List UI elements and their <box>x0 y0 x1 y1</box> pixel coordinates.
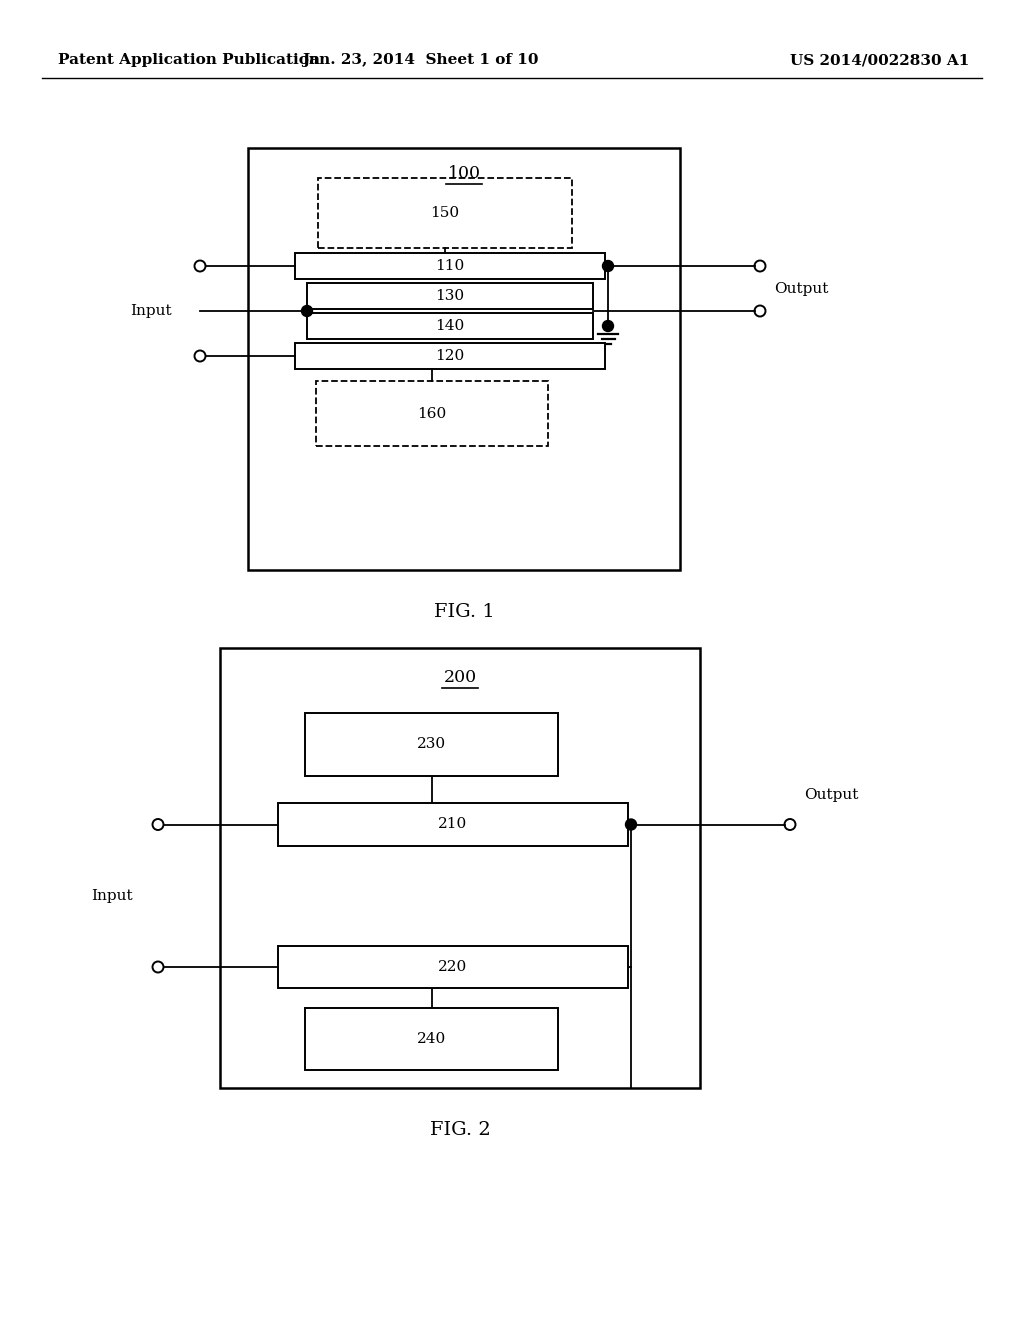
Text: FIG. 1: FIG. 1 <box>433 603 495 620</box>
Text: 220: 220 <box>438 960 468 974</box>
Text: 160: 160 <box>418 407 446 421</box>
Bar <box>307 313 593 339</box>
Text: 140: 140 <box>435 319 465 333</box>
Text: 130: 130 <box>435 289 465 304</box>
Bar <box>307 282 593 309</box>
Bar <box>295 343 605 370</box>
Bar <box>316 381 548 446</box>
Text: Jan. 23, 2014  Sheet 1 of 10: Jan. 23, 2014 Sheet 1 of 10 <box>302 53 539 67</box>
Circle shape <box>602 321 613 331</box>
Text: 120: 120 <box>435 348 465 363</box>
Text: Output: Output <box>804 788 858 801</box>
Bar <box>295 253 605 279</box>
Text: 230: 230 <box>417 738 446 751</box>
Circle shape <box>626 818 637 830</box>
Bar <box>278 803 628 846</box>
Bar <box>278 946 628 987</box>
Text: 240: 240 <box>417 1032 446 1045</box>
Bar <box>305 713 558 776</box>
Bar <box>305 1008 558 1071</box>
Text: 110: 110 <box>435 259 465 273</box>
Text: 210: 210 <box>438 817 468 832</box>
Bar <box>248 148 680 570</box>
Circle shape <box>602 260 613 272</box>
Circle shape <box>301 305 312 317</box>
Text: 150: 150 <box>430 206 460 220</box>
Text: Output: Output <box>774 281 828 296</box>
Text: 100: 100 <box>447 165 480 182</box>
Text: US 2014/0022830 A1: US 2014/0022830 A1 <box>790 53 970 67</box>
Text: 200: 200 <box>443 669 476 686</box>
Text: FIG. 2: FIG. 2 <box>430 1121 490 1139</box>
Bar <box>220 648 700 1088</box>
Text: Patent Application Publication: Patent Application Publication <box>58 53 319 67</box>
Text: Input: Input <box>91 888 133 903</box>
Text: Input: Input <box>130 304 172 318</box>
Bar <box>318 178 572 248</box>
